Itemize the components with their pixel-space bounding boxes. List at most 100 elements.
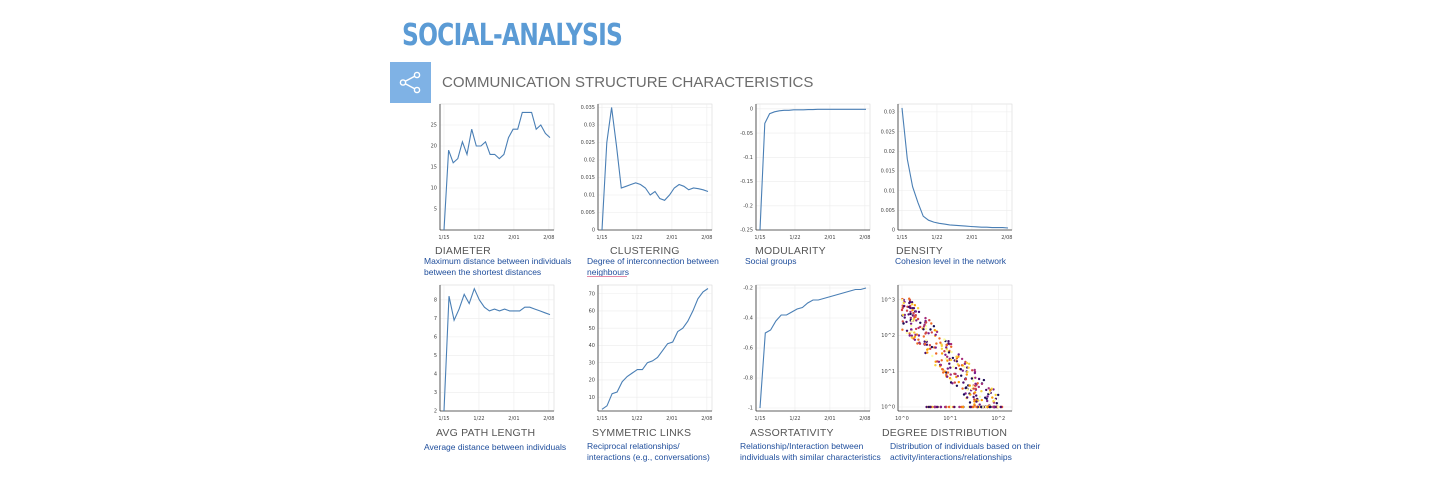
scatter-point bbox=[982, 378, 986, 382]
scatter-point bbox=[959, 368, 962, 371]
y-tick-label: 0 bbox=[592, 228, 595, 234]
scatter-point bbox=[911, 303, 914, 306]
scatter-point bbox=[978, 395, 982, 398]
scatter-point bbox=[903, 313, 906, 317]
scatter-point bbox=[917, 326, 920, 330]
scatter-point bbox=[997, 405, 1000, 409]
scatter-point bbox=[985, 388, 988, 392]
y-tick-label: -0.1 bbox=[743, 155, 753, 161]
scatter-point bbox=[922, 328, 925, 331]
scatter-point bbox=[940, 344, 943, 348]
y-tick-label: 0.005 bbox=[581, 210, 595, 216]
share-icon bbox=[399, 71, 421, 94]
scatter-point bbox=[973, 371, 977, 375]
scatter-point bbox=[902, 305, 906, 308]
scatter-point bbox=[935, 330, 939, 334]
scatter-point bbox=[962, 393, 966, 396]
scatter-point bbox=[910, 319, 914, 322]
scatter-point bbox=[915, 319, 918, 322]
x-tick-label: 1/15 bbox=[596, 235, 607, 241]
scatter-point bbox=[988, 391, 991, 394]
scatter-point bbox=[969, 393, 972, 396]
y-tick-label: 60 bbox=[589, 309, 595, 315]
scatter-point bbox=[924, 327, 928, 331]
scatter-point bbox=[901, 328, 904, 331]
y-tick-label: 5 bbox=[434, 353, 437, 359]
x-tick-label: 2/08 bbox=[701, 235, 712, 241]
y-tick-label: 10^0 bbox=[881, 405, 895, 411]
desc-diameter-2: between the shortest distances bbox=[424, 267, 542, 277]
scatter-point bbox=[971, 369, 974, 372]
series-line bbox=[443, 111, 551, 231]
label-assortativity: ASSORTATIVITY bbox=[750, 427, 834, 439]
desc-assortativity-1: Relationship/Interaction between bbox=[740, 441, 864, 451]
scatter-point bbox=[960, 357, 964, 361]
scatter-point bbox=[939, 341, 942, 344]
scatter-point bbox=[961, 387, 964, 390]
scatter-point bbox=[986, 399, 989, 403]
y-tick-label: 8 bbox=[434, 298, 437, 304]
scatter-point bbox=[934, 346, 937, 349]
y-tick-label: 0 bbox=[892, 228, 895, 234]
y-tick-label: -1 bbox=[748, 406, 753, 412]
share-button[interactable] bbox=[390, 62, 431, 103]
scatter-point bbox=[913, 331, 916, 334]
x-tick-label: 2/08 bbox=[701, 416, 712, 422]
scatter-point bbox=[980, 390, 983, 393]
x-tick-label: 1/15 bbox=[438, 235, 449, 241]
x-tick-label: 2/01 bbox=[966, 235, 977, 241]
scatter-point bbox=[992, 405, 995, 409]
scatter-point bbox=[985, 397, 988, 400]
x-tick-label: 2/01 bbox=[824, 235, 835, 241]
y-tick-label: 0.03 bbox=[884, 110, 895, 116]
scatter-point bbox=[946, 355, 949, 358]
scatter-point bbox=[905, 320, 908, 324]
y-tick-label: 7 bbox=[434, 316, 437, 322]
y-tick-label: 10^1 bbox=[881, 369, 895, 375]
scatter-point bbox=[905, 331, 908, 335]
scatter-point bbox=[901, 306, 904, 310]
x-tick-label: 1/15 bbox=[596, 416, 607, 422]
scatter-point bbox=[912, 311, 915, 315]
scatter-point bbox=[972, 379, 975, 382]
x-tick-label: 1/15 bbox=[438, 416, 449, 422]
scatter-point bbox=[947, 342, 950, 345]
desc-density-1: Cohesion level in the network bbox=[895, 256, 1007, 266]
y-tick-label: 40 bbox=[589, 343, 595, 349]
modularity-chart: -0.25 -0.2 -0.15 -0.1 -0.05 0 1/15 1/22 2/01 2/08 bbox=[740, 103, 870, 241]
scatter-point bbox=[951, 356, 955, 360]
y-tick-label: 25 bbox=[431, 123, 437, 129]
y-tick-label: 30 bbox=[589, 360, 595, 366]
desc-symmetric-links-1: Reciprocal relationships/ bbox=[587, 441, 680, 451]
scatter-point bbox=[905, 329, 909, 332]
desc-degree-distribution-2: activity/interactions/relationships bbox=[890, 452, 1012, 462]
label-avg-path-length: AVG PATH LENGTH bbox=[436, 427, 536, 439]
scatter-point bbox=[935, 352, 938, 355]
scatter-point bbox=[961, 405, 965, 409]
series-line bbox=[759, 287, 867, 409]
scatter-point bbox=[975, 394, 978, 397]
y-tick-label: 10 bbox=[589, 395, 595, 401]
scatter-point bbox=[968, 384, 971, 387]
scatter-point bbox=[974, 376, 977, 379]
label-density: DENSITY bbox=[896, 245, 943, 257]
plot-frame bbox=[597, 103, 713, 231]
scatter-point bbox=[909, 312, 912, 316]
scatter-point bbox=[908, 301, 911, 305]
scatter-point bbox=[910, 336, 914, 339]
label-diameter: DIAMETER bbox=[435, 245, 491, 257]
scatter-point bbox=[923, 340, 926, 343]
scatter-point bbox=[968, 401, 972, 404]
y-tick-label: 0.025 bbox=[881, 129, 895, 135]
y-tick-label: 0.02 bbox=[584, 158, 595, 164]
scatter-point bbox=[907, 313, 910, 316]
x-tick-label: 2/08 bbox=[1001, 235, 1012, 241]
scatter-point bbox=[927, 332, 930, 335]
y-tick-label: 0.015 bbox=[581, 175, 595, 181]
x-tick-label: 2/01 bbox=[666, 235, 677, 241]
scatter-point bbox=[972, 387, 975, 390]
scatter-point bbox=[941, 368, 945, 371]
scatter-point bbox=[914, 327, 918, 331]
y-tick-label: 20 bbox=[431, 144, 437, 150]
scatter-point bbox=[957, 353, 960, 356]
